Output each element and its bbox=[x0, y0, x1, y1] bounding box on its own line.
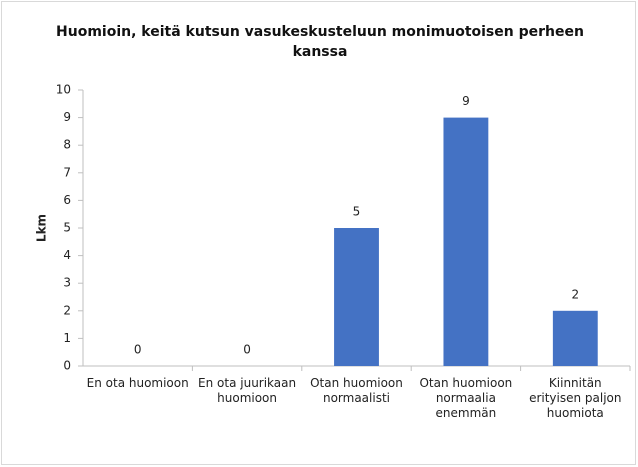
y-tick-label: 2 bbox=[63, 303, 71, 317]
x-tick-label: Otan huomioon normaalisti bbox=[310, 376, 403, 405]
x-tick-label: Kiinnitän erityisen paljon huomiota bbox=[529, 376, 622, 420]
y-tick-label: 3 bbox=[63, 276, 71, 290]
y-tick-label: 1 bbox=[63, 331, 71, 345]
y-tick-label: 8 bbox=[63, 138, 71, 152]
data-label: 2 bbox=[571, 287, 579, 301]
data-label: 9 bbox=[462, 94, 470, 108]
y-tick-label: 10 bbox=[56, 83, 71, 97]
x-tick-label: Otan huomioon normaalia enemmän bbox=[419, 376, 513, 420]
chart-title: Huomioin, keitä kutsun vasukeskusteluun … bbox=[56, 24, 584, 60]
data-label: 0 bbox=[243, 343, 251, 357]
x-tick-label: En ota juurikaan huomioon bbox=[198, 376, 297, 405]
y-tick-label: 0 bbox=[63, 359, 71, 373]
bar bbox=[443, 117, 489, 366]
y-tick-label: 7 bbox=[63, 165, 71, 179]
bar bbox=[334, 228, 379, 366]
data-label: 0 bbox=[134, 343, 142, 357]
y-axis-label: Lkm bbox=[35, 214, 49, 242]
y-tick-label: 5 bbox=[63, 221, 71, 235]
y-tick-label: 9 bbox=[63, 110, 71, 124]
data-label: 5 bbox=[353, 205, 361, 219]
x-tick-label: En ota huomioon bbox=[86, 376, 189, 390]
y-tick-label: 6 bbox=[63, 193, 71, 207]
y-tick-label: 4 bbox=[63, 248, 71, 262]
bar bbox=[552, 310, 598, 366]
